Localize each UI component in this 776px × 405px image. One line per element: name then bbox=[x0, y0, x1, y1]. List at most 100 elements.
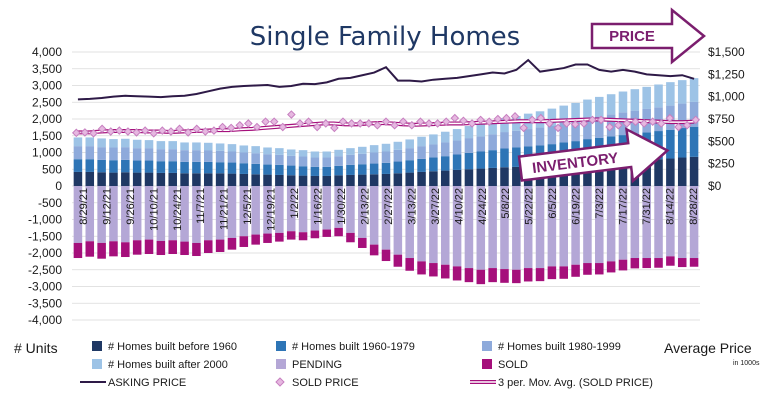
bar-segment bbox=[144, 140, 154, 149]
right-axis-label: Average Price bbox=[664, 340, 752, 356]
x-tick-label: 5/8/22 bbox=[500, 188, 512, 219]
bar-segment bbox=[275, 174, 284, 186]
bar-segment bbox=[121, 138, 130, 148]
bar-segment bbox=[144, 148, 154, 161]
legend-label: SOLD PRICE bbox=[292, 377, 359, 389]
sold-price-point bbox=[665, 113, 675, 123]
sold-price-point bbox=[631, 117, 640, 126]
bar-segment bbox=[452, 186, 462, 267]
legend-label: # Homes built 1980-1999 bbox=[498, 341, 621, 353]
sold-price-point bbox=[588, 115, 597, 125]
bar-segment bbox=[488, 121, 497, 135]
bar-segment bbox=[464, 126, 474, 139]
bar-segment bbox=[263, 154, 272, 165]
bar-segment bbox=[535, 268, 545, 282]
legend: # Homes built before 1960 # Homes built 1… bbox=[80, 341, 653, 389]
bar-segment bbox=[405, 258, 414, 271]
bar-segment bbox=[571, 102, 580, 122]
sold-price-point bbox=[596, 115, 606, 125]
bars-group bbox=[73, 78, 699, 285]
sold-price-point bbox=[407, 120, 417, 130]
bar-segment bbox=[405, 148, 414, 161]
bar-segment bbox=[381, 151, 391, 163]
bar-segment bbox=[429, 144, 438, 158]
sold-price-point bbox=[553, 123, 563, 133]
bar-segment bbox=[606, 94, 616, 115]
bar-segment bbox=[488, 134, 497, 151]
sold-price-point bbox=[209, 126, 219, 135]
bar-segment bbox=[476, 136, 486, 152]
price-arrow-label: PRICE bbox=[609, 28, 655, 45]
bar-segment bbox=[97, 242, 106, 259]
lines-group bbox=[71, 58, 701, 138]
sold-price-point bbox=[140, 126, 150, 135]
bar-segment bbox=[583, 163, 592, 186]
bar-segment bbox=[251, 174, 260, 186]
legend-label: PENDING bbox=[292, 359, 342, 371]
sold-price-point bbox=[175, 124, 184, 134]
bar-segment bbox=[689, 156, 699, 186]
bar-segment bbox=[168, 186, 177, 241]
bar-segment bbox=[251, 186, 260, 235]
bar-segment bbox=[109, 241, 118, 257]
bar-segment bbox=[666, 129, 675, 159]
bar-segment bbox=[251, 146, 260, 154]
bar-segment bbox=[369, 174, 379, 186]
bar-segment bbox=[464, 152, 474, 170]
bar-segment bbox=[286, 175, 296, 186]
bar-segment bbox=[358, 237, 367, 248]
bar-segment bbox=[346, 186, 355, 233]
x-tick-label: 8/29/21 bbox=[78, 188, 90, 225]
bar-segment bbox=[417, 158, 426, 172]
sold-price-point bbox=[493, 114, 503, 124]
x-tick-label: 3/27/22 bbox=[430, 188, 442, 225]
bar-segment bbox=[654, 84, 663, 108]
left-tick-label: 3,000 bbox=[32, 79, 62, 93]
bar-segment bbox=[322, 175, 332, 186]
bar-segment bbox=[535, 186, 545, 269]
sold-price-point bbox=[106, 127, 116, 136]
bar-segment bbox=[156, 141, 166, 150]
bar-segment bbox=[381, 186, 391, 250]
legend-swatch bbox=[276, 359, 286, 369]
bar-segment bbox=[559, 186, 569, 267]
bar-segment bbox=[346, 164, 355, 175]
bar-segment bbox=[689, 258, 699, 267]
bar-segment bbox=[180, 186, 189, 242]
legend-swatch bbox=[482, 341, 492, 351]
bar-segment bbox=[73, 171, 83, 186]
left-tick-label: -4,000 bbox=[28, 313, 62, 327]
left-tick-label: -1,000 bbox=[28, 213, 62, 227]
bar-segment bbox=[298, 150, 308, 157]
price-arrow-annotation: PRICE bbox=[590, 7, 706, 65]
bar-segment bbox=[630, 258, 640, 269]
bar-segment bbox=[677, 157, 687, 186]
x-tick-label: 4/10/22 bbox=[453, 188, 465, 225]
sold-price-point bbox=[123, 127, 133, 136]
bar-segment bbox=[85, 159, 95, 172]
bar-segment bbox=[547, 186, 557, 267]
bar-segment bbox=[192, 161, 201, 174]
bar-segment bbox=[571, 121, 580, 142]
bar-segment bbox=[334, 186, 343, 228]
bar-segment bbox=[452, 140, 462, 155]
sold-price-point bbox=[321, 119, 331, 128]
bar-segment bbox=[121, 147, 130, 160]
sold-price-point bbox=[80, 128, 90, 137]
bar-segment bbox=[298, 156, 308, 167]
bar-segment bbox=[358, 153, 367, 165]
bar-segment bbox=[417, 136, 426, 147]
right-tick-label: $0 bbox=[708, 179, 722, 193]
bar-segment bbox=[358, 164, 367, 175]
bar-segment bbox=[677, 186, 687, 259]
x-tick-label: 1/2/22 bbox=[289, 188, 301, 219]
bar-segment bbox=[263, 186, 272, 234]
left-axis-label: # Units bbox=[14, 340, 58, 356]
x-tick-label: 12/19/21 bbox=[266, 188, 278, 231]
bar-segment bbox=[121, 159, 130, 173]
bar-segment bbox=[298, 232, 308, 241]
bar-segment bbox=[132, 148, 142, 161]
right-axis-sublabel: in 1000s bbox=[733, 360, 760, 367]
left-tick-label: 4,000 bbox=[32, 45, 62, 59]
